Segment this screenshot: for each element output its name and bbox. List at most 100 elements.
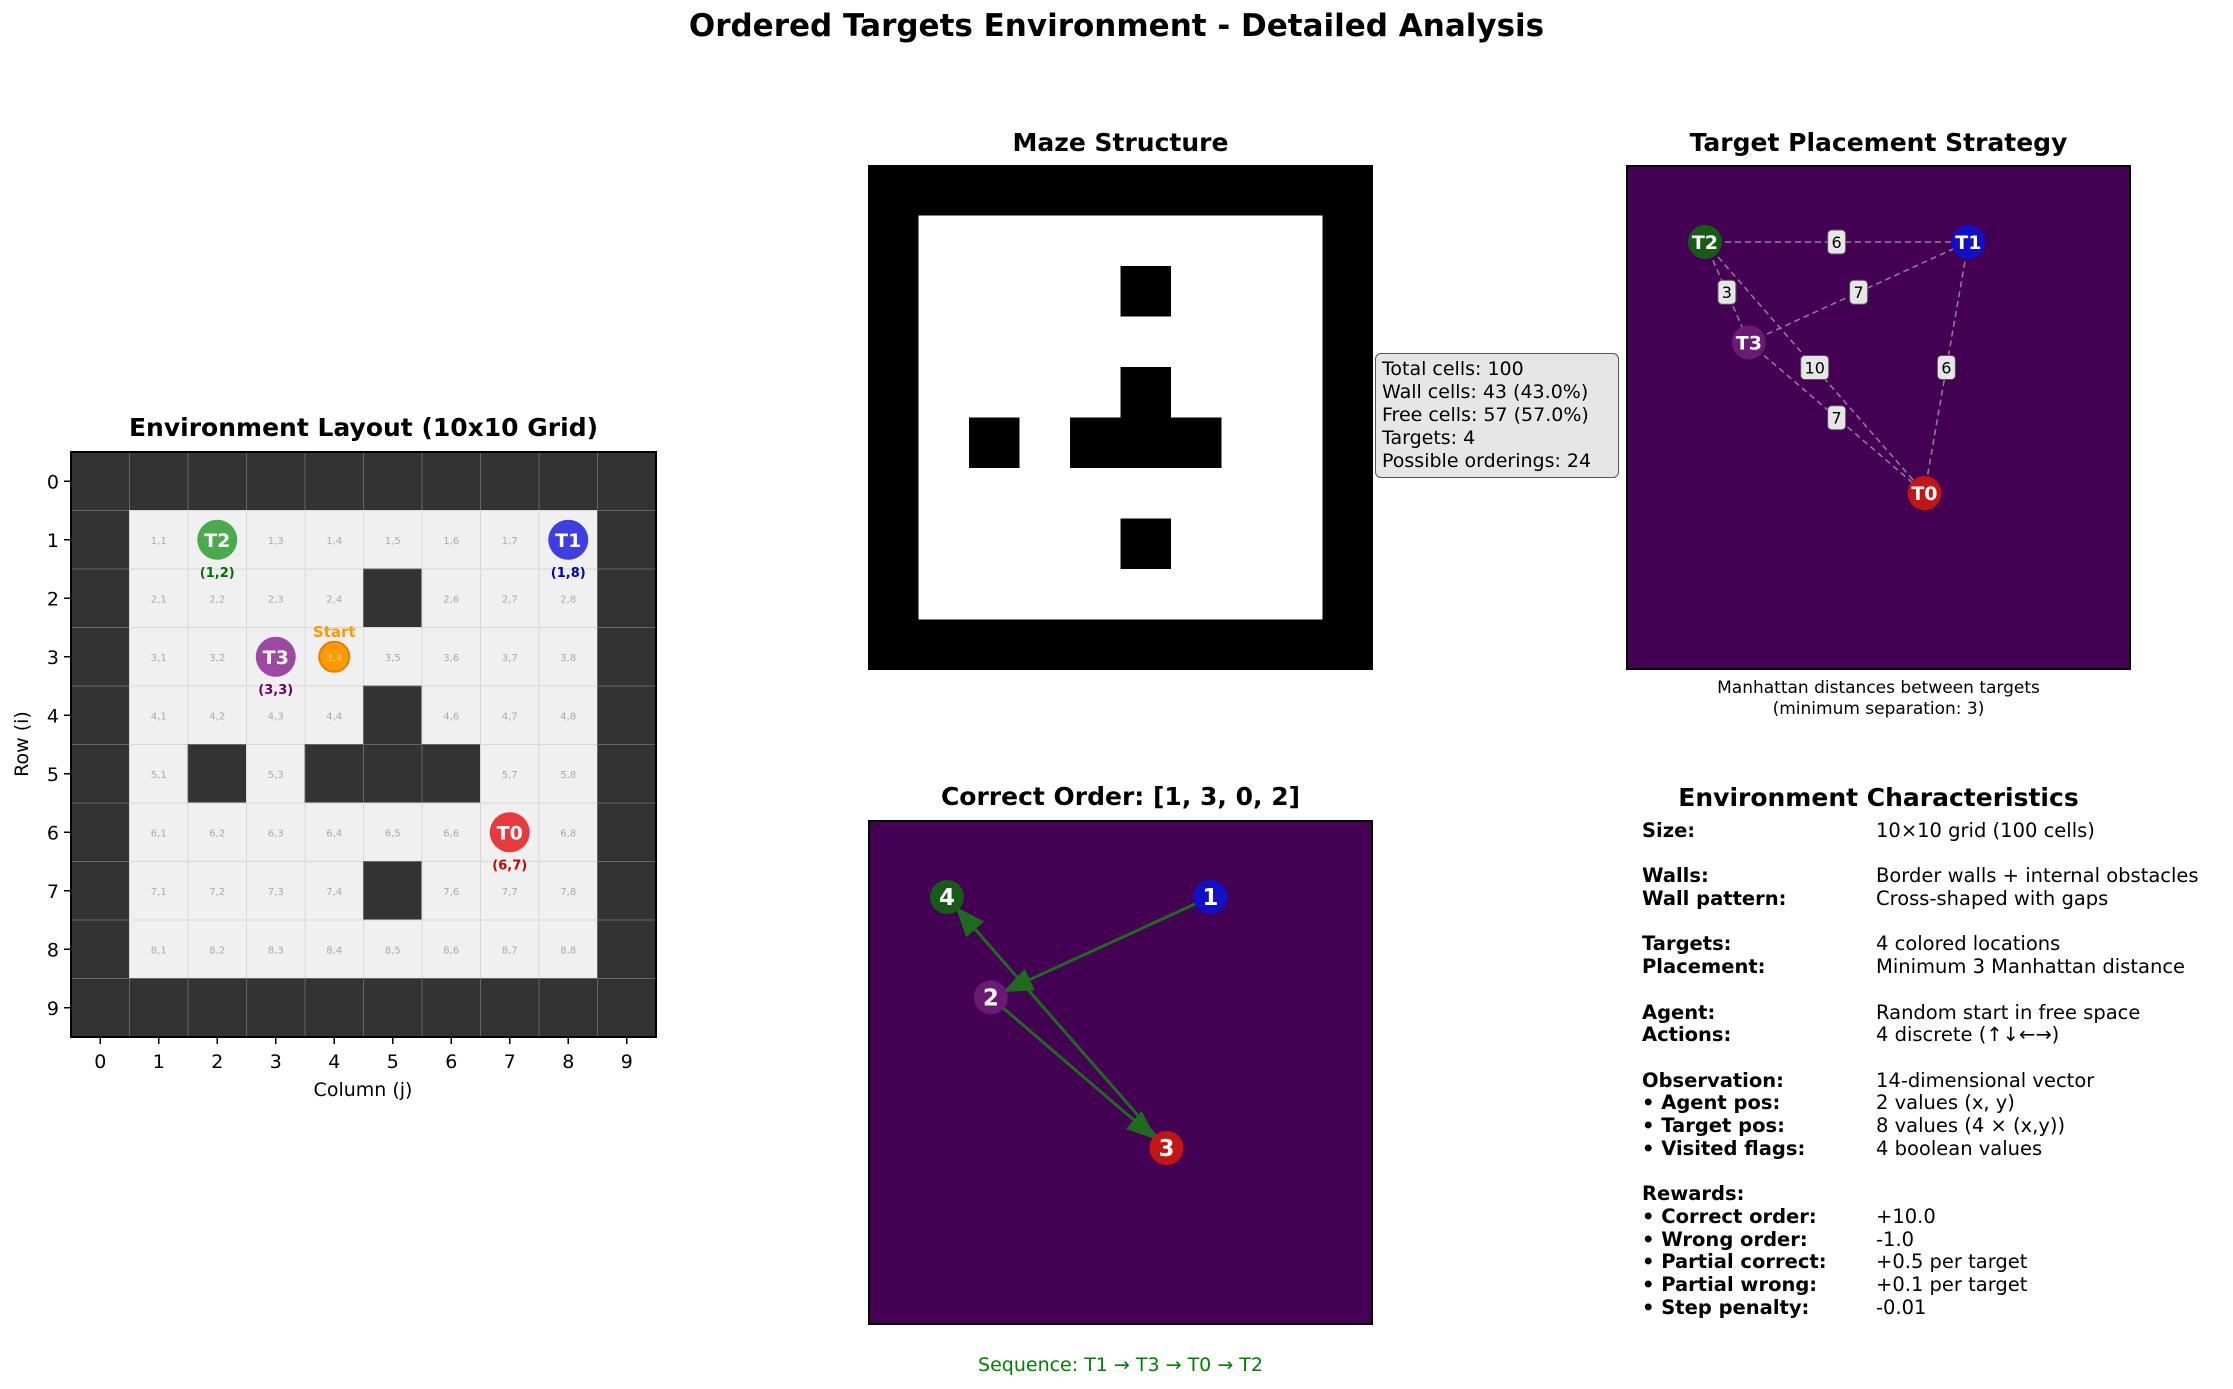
y-tick-label: 2	[47, 588, 59, 610]
wall-cell	[187, 744, 247, 804]
distance-line	[1704, 241, 1926, 494]
free-cell	[538, 627, 598, 687]
cell-coordinate-label: 8,2	[209, 945, 225, 956]
maze-free-cell	[1120, 468, 1172, 520]
maze-free-cell	[1221, 468, 1273, 520]
cell-coordinate-label: 8,1	[151, 945, 167, 956]
x-tick-label: 9	[621, 1051, 633, 1073]
characteristic-row: Placement: Minimum 3 Manhattan distance	[1642, 955, 2222, 979]
maze-wall-cell	[1120, 367, 1172, 419]
maze-wall-cell	[1272, 165, 1324, 217]
maze-free-cell	[1272, 468, 1324, 520]
characteristic-row: • Target pos: 8 values (4 × (x,y))	[1642, 1114, 2222, 1138]
info-line: Targets: 4	[1382, 427, 1476, 449]
cell-coordinate-label: 5,7	[502, 770, 518, 781]
characteristic-value: 10×10 grid (100 cells)	[1876, 819, 2095, 842]
free-cell	[187, 919, 247, 979]
characteristic-value: 14-dimensional vector	[1876, 1068, 2095, 1092]
wall-cell	[421, 744, 481, 804]
cell-coordinate-label: 2,2	[209, 594, 225, 605]
characteristic-key: Walls:	[1642, 864, 1709, 888]
maze-free-cell	[1070, 266, 1122, 318]
cell-coordinate-label: 4,4	[326, 711, 342, 722]
maze-wall-cell	[868, 266, 920, 318]
characteristic-row: • Visited flags: 4 boolean values	[1642, 1137, 2222, 1161]
spacer	[1642, 911, 2222, 934]
cell-coordinate-label: 4,6	[443, 711, 459, 722]
cell-coordinate-label: 6,6	[443, 828, 459, 839]
characteristic-value: Random start in free space	[1876, 1000, 2141, 1024]
wall-cell	[129, 451, 189, 511]
placement-point-t2	[1687, 225, 1722, 259]
characteristic-value: Cross-shaped with gaps	[1876, 887, 2109, 911]
y-tick-label: 9	[47, 998, 59, 1020]
x-tick-label: 2	[211, 1051, 223, 1073]
agent-start-marker	[318, 640, 351, 673]
cell-coordinate-label: 1,1	[151, 536, 167, 547]
characteristic-key: • Agent pos:	[1642, 1091, 1781, 1115]
wall-cell	[421, 451, 481, 511]
maze-wall-cell	[918, 165, 970, 217]
maze-wall-cell	[1120, 417, 1172, 469]
maze-wall-cell	[1322, 316, 1373, 368]
placement-point-label: T0	[1911, 483, 1937, 505]
wall-cell	[187, 451, 247, 511]
characteristic-value: +0.1 per target	[1876, 1272, 2028, 1296]
cell-coordinate-label: 4,8	[560, 711, 576, 722]
free-cell	[363, 919, 423, 979]
cell-coordinate-label: 7,3	[268, 887, 284, 898]
maze-free-cell	[1171, 215, 1223, 267]
maze-free-cell	[1070, 518, 1122, 570]
free-cell	[538, 861, 598, 921]
free-cell	[421, 685, 481, 745]
free-cell	[480, 627, 540, 687]
maze-free-cell	[1019, 367, 1071, 419]
distance-badge	[1827, 229, 1847, 255]
cell-coordinate-label: 3,7	[502, 653, 518, 664]
wall-cell	[246, 978, 306, 1038]
maze-free-cell	[918, 417, 970, 469]
maze-wall-cell	[1322, 215, 1373, 267]
maze-free-cell	[1120, 215, 1172, 267]
free-cell	[129, 510, 189, 570]
maze-wall-cell	[1019, 619, 1071, 670]
cell-coordinate-label: 3,6	[443, 653, 459, 664]
maze-wall-cell	[918, 619, 970, 670]
distance-label: 7	[1832, 409, 1842, 428]
target-marker-t2	[197, 519, 238, 560]
characteristic-key: • Step penalty:	[1642, 1295, 1810, 1319]
characteristic-row: Observation: 14-dimensional vector	[1642, 1068, 2222, 1093]
maze-free-cell	[1272, 266, 1324, 318]
placement-point-t3	[1731, 325, 1766, 360]
free-cell	[538, 802, 598, 862]
maze-free-cell	[1272, 518, 1324, 570]
cell-coordinate-label: 6,8	[560, 828, 576, 839]
maze-free-cell	[1070, 367, 1122, 419]
maze-wall-cell	[969, 165, 1021, 217]
target-placement-chart: 6 3 7 10 6 7 T0 T1 T2 T3	[1626, 165, 2131, 670]
maze-free-cell	[969, 316, 1021, 368]
characteristic-row: • Correct order: +10.0	[1642, 1205, 2222, 1229]
free-cell	[246, 802, 306, 862]
maze-free-cell	[969, 266, 1021, 318]
free-cell	[363, 802, 423, 862]
cell-coordinate-label: 8,8	[560, 945, 576, 956]
characteristic-key: Observation:	[1642, 1068, 1784, 1092]
wall-cell	[421, 978, 481, 1038]
free-cell	[129, 627, 189, 687]
order-point-t1	[1193, 880, 1228, 914]
maze-wall-cell	[868, 468, 920, 520]
x-tick-label: 8	[562, 1051, 574, 1073]
wall-cell	[363, 978, 423, 1038]
characteristic-key: Wall pattern:	[1642, 887, 1787, 911]
maze-free-cell	[1221, 518, 1273, 570]
order-arrow	[1002, 1006, 1157, 1140]
info-line: Free cells: 57 (57.0%)	[1382, 404, 1589, 426]
distance-label: 10	[1805, 359, 1825, 378]
free-cell	[304, 568, 364, 628]
cell-coordinate-label: 7,6	[443, 887, 459, 898]
target-coordinate-label: (1,2)	[200, 566, 235, 581]
maze-free-cell	[969, 569, 1021, 621]
order-point-t3	[973, 980, 1008, 1015]
characteristic-key: • Partial wrong:	[1642, 1272, 1818, 1296]
